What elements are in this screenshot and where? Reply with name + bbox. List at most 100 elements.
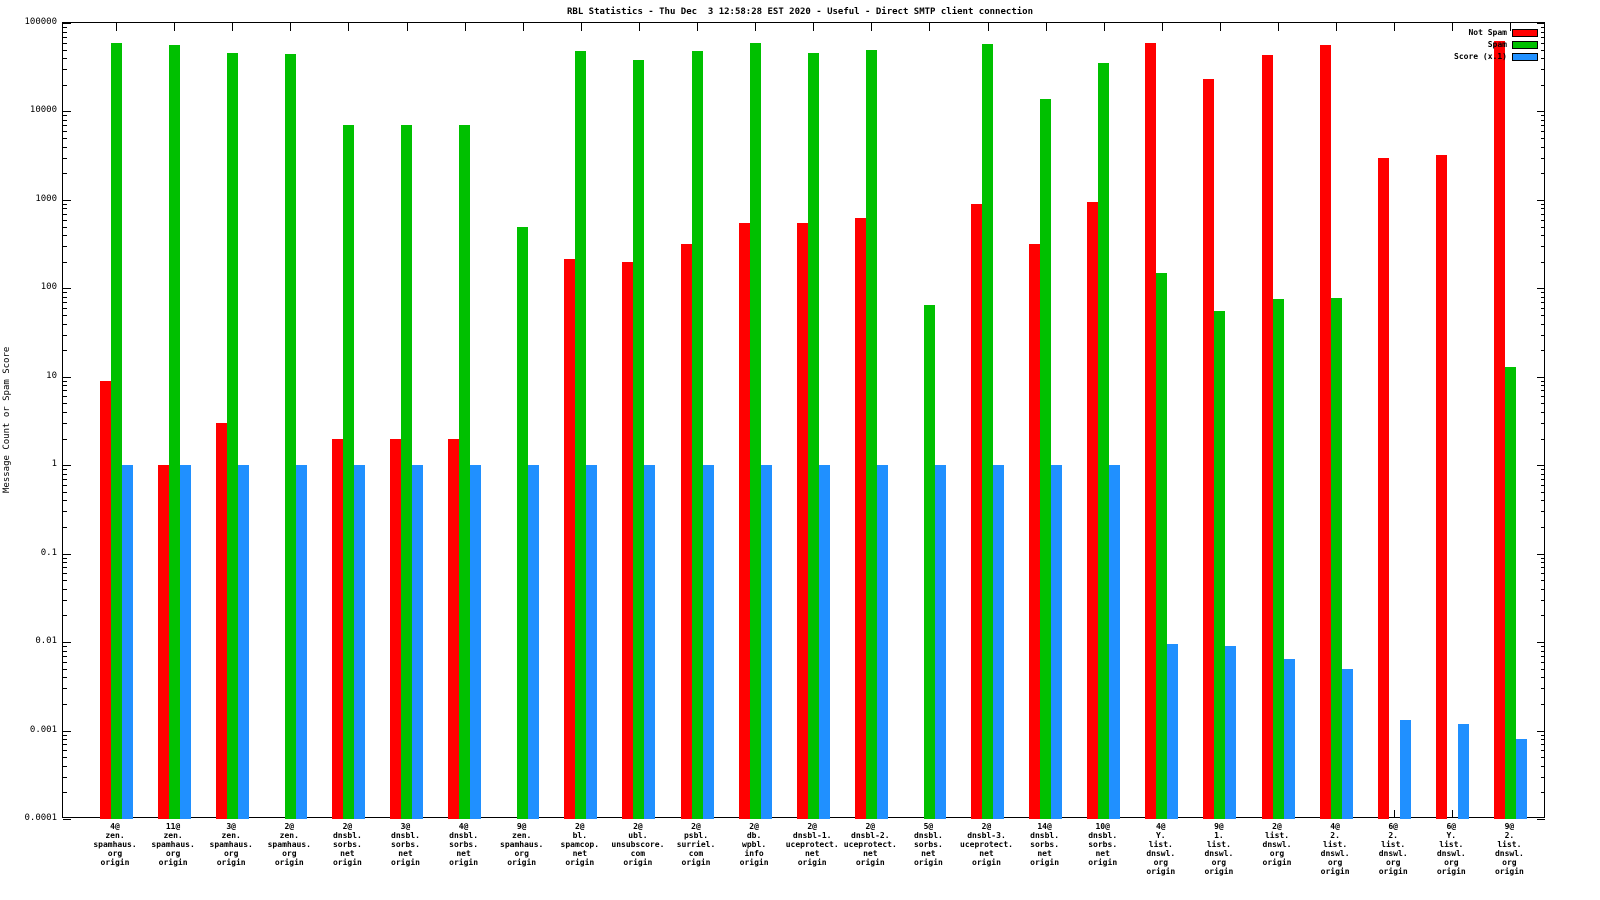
- x-tick-mark: [290, 23, 292, 31]
- y-tick-mark: [1541, 500, 1545, 502]
- legend: Not Spam Spam Score (x.1): [1454, 28, 1538, 61]
- bar-spam: [691, 51, 703, 819]
- x-tick-mark: [1336, 23, 1338, 31]
- y-tick-mark: [1541, 226, 1545, 228]
- y-tick-mark: [1541, 58, 1545, 60]
- y-tick-label: 0.01: [35, 636, 57, 647]
- bar-score-x-1: [934, 465, 946, 819]
- y-tick-mark: [1541, 655, 1545, 657]
- y-tick-mark: [1541, 765, 1545, 767]
- x-tick-mark: [638, 23, 640, 31]
- x-category-label: 4@ Y. list. dnswl. org origin: [1146, 822, 1176, 876]
- bar-not-spam: [215, 423, 227, 819]
- x-category-label: 10@ dnsbl. sorbs. net origin: [1088, 822, 1118, 867]
- x-tick-mark: [580, 23, 582, 31]
- legend-item: Not Spam: [1454, 28, 1538, 37]
- bar-spam: [1156, 272, 1168, 819]
- y-tick-mark: [63, 213, 67, 215]
- x-category-label: 2@ dnsbl-3. uceprotect. net origin: [960, 822, 1013, 867]
- bar-score-x-1: [1283, 658, 1295, 819]
- y-tick-label: 100000: [24, 17, 57, 27]
- y-tick-mark: [63, 334, 67, 336]
- y-tick-mark: [1541, 573, 1545, 575]
- y-tick-mark: [1541, 380, 1545, 382]
- bar-spam: [923, 304, 935, 819]
- y-tick-mark: [1541, 261, 1545, 263]
- y-tick-mark: [1541, 473, 1545, 475]
- bar-spam: [982, 43, 993, 819]
- y-tick-mark: [63, 307, 67, 309]
- x-tick-mark: [1278, 23, 1279, 31]
- bar-spam: [1214, 310, 1226, 819]
- y-tick-mark: [63, 500, 67, 502]
- bar-score-x-1: [760, 465, 772, 819]
- y-tick-mark: [1541, 739, 1545, 741]
- y-tick-mark: [63, 677, 67, 679]
- bar-spam: [865, 49, 877, 819]
- y-tick-mark: [63, 588, 67, 590]
- bar-not-spam: [1377, 157, 1389, 819]
- y-tick-mark: [63, 562, 67, 564]
- y-tick-mark: [1541, 469, 1545, 471]
- y-tick-mark: [63, 580, 67, 582]
- x-tick-mark: [1103, 23, 1105, 31]
- y-tick-mark: [63, 120, 67, 121]
- bar-not-spam: [1319, 44, 1331, 819]
- bar-score-x-1: [586, 465, 598, 819]
- legend-color-swatch: [1512, 52, 1538, 61]
- y-tick-mark: [63, 744, 67, 746]
- y-tick-mark: [63, 42, 67, 44]
- y-tick-mark: [1541, 42, 1545, 44]
- y-tick-mark: [63, 396, 67, 398]
- x-category-label: 6@ Y. list. dnswl. org origin: [1436, 822, 1466, 876]
- y-tick-mark: [1541, 776, 1545, 778]
- bar-score-x-1: [1167, 644, 1179, 819]
- y-tick-mark: [1537, 288, 1545, 290]
- legend-label: Score (x.1): [1454, 52, 1507, 61]
- y-tick-mark: [63, 261, 67, 263]
- y-tick-mark: [63, 49, 67, 51]
- bar-spam: [517, 226, 529, 819]
- y-tick-mark: [63, 380, 67, 382]
- x-tick-mark: [929, 23, 931, 31]
- y-tick-mark: [63, 730, 71, 732]
- bar-not-spam: [622, 261, 634, 819]
- y-tick-label: 0.0001: [24, 813, 57, 823]
- y-tick-mark: [63, 31, 67, 33]
- x-category-label: 2@ list. dnswl. org origin: [1262, 822, 1292, 867]
- bar-not-spam: [1203, 79, 1215, 819]
- bar-spam: [1272, 298, 1284, 819]
- bar-score-x-1: [1109, 465, 1121, 819]
- y-tick-mark: [63, 36, 67, 38]
- bar-not-spam: [1087, 201, 1099, 819]
- y-tick-mark: [1537, 376, 1545, 378]
- y-tick-mark: [1541, 138, 1545, 140]
- plot-area: [62, 22, 1545, 820]
- y-tick-label: 0.1: [40, 547, 57, 558]
- y-tick-mark: [63, 84, 67, 86]
- y-tick-mark: [1541, 296, 1545, 298]
- x-category-label: 14@ dnsbl. sorbs. net origin: [1030, 822, 1060, 867]
- x-tick-mark: [755, 23, 757, 31]
- y-tick-mark: [1541, 677, 1545, 679]
- y-tick-mark: [1537, 642, 1545, 644]
- y-tick-mark: [63, 557, 67, 559]
- y-tick-mark: [63, 146, 67, 148]
- y-tick-mark: [1541, 390, 1545, 392]
- x-category-label: 2@ ubl. unsubscore. com origin: [611, 822, 665, 867]
- y-tick-mark: [63, 599, 67, 601]
- bar-not-spam: [390, 438, 401, 819]
- legend-color-swatch: [1512, 40, 1538, 49]
- y-tick-mark: [1541, 208, 1545, 210]
- y-tick-mark: [63, 115, 67, 117]
- y-tick-mark: [63, 484, 67, 486]
- y-tick-mark: [1541, 131, 1545, 133]
- bar-spam: [1330, 297, 1342, 819]
- x-tick-mark: [174, 23, 176, 31]
- x-category-label: 2@ bl. spamcop. net origin: [560, 822, 600, 867]
- y-tick-mark: [63, 776, 67, 778]
- bar-score-x-1: [1399, 720, 1411, 819]
- bar-score-x-1: [179, 465, 191, 819]
- y-tick-mark: [63, 390, 67, 392]
- bar-spam: [401, 125, 412, 819]
